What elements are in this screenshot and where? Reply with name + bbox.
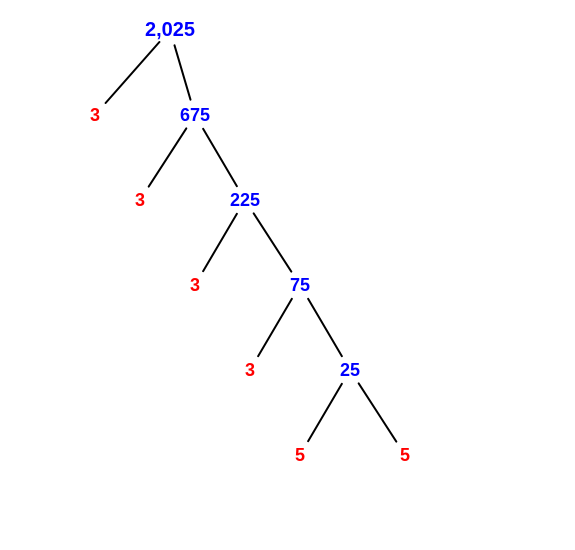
edge	[149, 128, 187, 186]
node-3: 3	[90, 106, 100, 124]
node-3: 3	[190, 276, 200, 294]
edge	[175, 45, 191, 99]
node-225: 225	[230, 191, 260, 209]
node-3: 3	[245, 361, 255, 379]
edge	[254, 213, 292, 271]
edge	[308, 384, 342, 441]
edge	[359, 383, 397, 441]
node-5: 5	[400, 446, 410, 464]
edge	[258, 299, 292, 356]
edge	[203, 129, 237, 186]
edge-layer	[0, 0, 575, 550]
node-25: 25	[340, 361, 360, 379]
node-675: 675	[180, 106, 210, 124]
node-2025: 2,025	[145, 20, 195, 40]
node-3: 3	[135, 191, 145, 209]
edge	[308, 299, 342, 356]
factor-tree-diagram: 2,025 3 675 3 225 3 75 3 25 5 5	[0, 0, 575, 550]
edge	[203, 214, 237, 271]
node-5: 5	[295, 446, 305, 464]
node-75: 75	[290, 276, 310, 294]
edge	[106, 42, 160, 103]
